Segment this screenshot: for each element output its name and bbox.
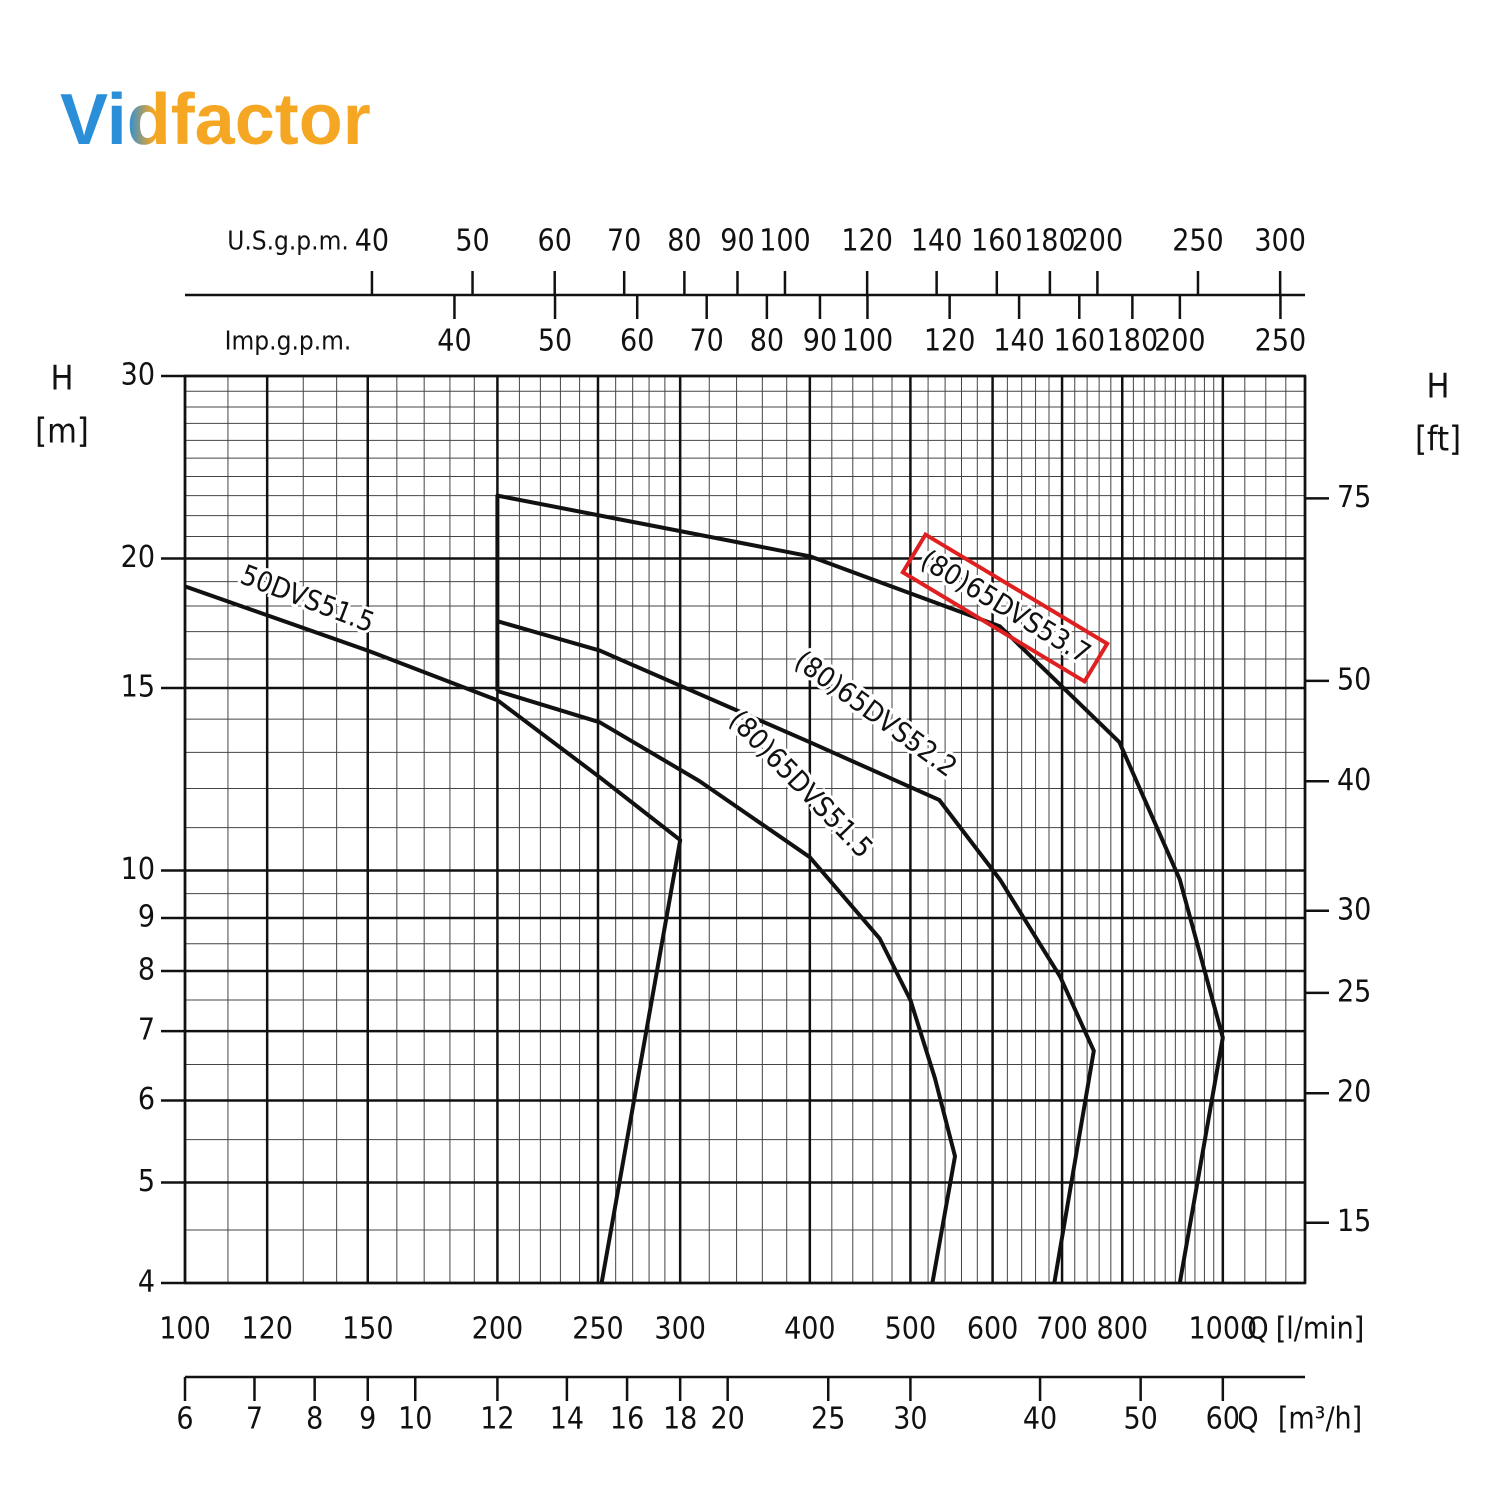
top-axis-tick-label: 60 — [538, 224, 572, 259]
bottom-axis-tick-label: 50 — [1123, 1402, 1157, 1437]
x-tick-label: 200 — [472, 1312, 524, 1347]
bottom-axis-tick-label: 12 — [480, 1402, 514, 1437]
curve — [495, 493, 1225, 1284]
top-axis-tick-label: 120 — [924, 324, 976, 359]
y-axis-label: H — [50, 359, 73, 399]
y-tick-label: 10 — [121, 852, 155, 887]
x-tick-label: 600 — [967, 1312, 1019, 1347]
bottom-axis-label: Q — [1237, 1402, 1258, 1437]
y2-tick-label: 50 — [1337, 662, 1371, 697]
bottom-axis-tick-label: 9 — [359, 1402, 376, 1437]
top-axis-tick-label: 100 — [759, 224, 811, 259]
bottom-axis-tick-label: 30 — [893, 1402, 927, 1437]
top-axis-tick-label: 250 — [1172, 224, 1224, 259]
y-tick-label: 5 — [138, 1164, 155, 1199]
top-axis-tick-label: 40 — [437, 324, 471, 359]
bottom-axis-tick-label: 18 — [663, 1402, 697, 1437]
y-tick-label: 30 — [121, 358, 155, 393]
x-tick-label: 500 — [885, 1312, 937, 1347]
y2-axis-unit: [ft] — [1415, 420, 1461, 460]
top-axis-label: U.S.g.p.m. — [227, 227, 349, 257]
curve-label: (80)65DVS52.2 — [789, 644, 964, 784]
x-tick-label: 300 — [654, 1312, 706, 1347]
x-axis-unit: [l/min] — [1276, 1312, 1365, 1347]
top-axis-tick-label: 160 — [1054, 324, 1106, 359]
highlight-box — [900, 531, 1110, 685]
y2-tick-label: 40 — [1337, 763, 1371, 798]
x-tick-label: 1000 — [1188, 1312, 1257, 1347]
top-axis-tick-label: 80 — [667, 224, 701, 259]
x-tick-label: 120 — [241, 1312, 293, 1347]
y-tick-label: 9 — [138, 899, 155, 934]
curve-label: (80)65DVS51.5 — [723, 703, 880, 864]
top-axis-tick-label: 90 — [803, 324, 837, 359]
y-tick-label: 6 — [138, 1082, 155, 1117]
y-axis-unit: [m] — [35, 412, 89, 452]
top-axis-tick-label: 100 — [842, 324, 894, 359]
y-tick-label: 7 — [138, 1013, 155, 1048]
curve — [496, 689, 957, 1284]
curve — [184, 584, 683, 1284]
bottom-axis-tick-label: 7 — [246, 1402, 263, 1437]
top-axis-tick-label: 120 — [841, 224, 893, 259]
top-axis-tick-label: 50 — [455, 224, 489, 259]
bottom-axis-unit: [m³/h] — [1278, 1402, 1362, 1437]
y-tick-label: 4 — [138, 1265, 155, 1300]
top-axis-tick-label: 160 — [971, 224, 1023, 259]
bottom-axis-tick-label: 10 — [398, 1402, 432, 1437]
top-axis-label: Imp.g.p.m. — [225, 327, 352, 357]
y2-axis-label: H — [1426, 367, 1449, 407]
x-tick-label: 100 — [159, 1312, 211, 1347]
x-tick-label: 250 — [572, 1312, 624, 1347]
top-axis-tick-label: 180 — [1107, 324, 1159, 359]
x-tick-label: 400 — [784, 1312, 836, 1347]
y2-tick-label: 25 — [1337, 974, 1371, 1009]
x-axis-label: Q — [1247, 1312, 1268, 1347]
top-axis-tick-label: 200 — [1072, 224, 1124, 259]
top-axis-tick-label: 300 — [1254, 224, 1306, 259]
top-axis-tick-label: 140 — [993, 324, 1045, 359]
y-tick-label: 15 — [121, 670, 155, 705]
plot-frame — [183, 374, 1307, 1285]
top-axis-tick-label: 70 — [690, 324, 724, 359]
y2-tick-label: 75 — [1337, 480, 1371, 515]
top-axis-tick-label: 70 — [607, 224, 641, 259]
bottom-axis-tick-label: 16 — [610, 1402, 644, 1437]
bottom-axis-tick-label: 25 — [811, 1402, 845, 1437]
bottom-axis-tick-label: 6 — [176, 1402, 193, 1437]
logo: Vidfactor — [60, 80, 371, 160]
y-tick-label: 20 — [121, 540, 155, 575]
y2-tick-label: 30 — [1337, 892, 1371, 927]
top-axis-tick-label: 200 — [1154, 324, 1206, 359]
bottom-axis-tick-label: 8 — [306, 1402, 323, 1437]
top-axis-tick-label: 50 — [538, 324, 572, 359]
top-axis-tick-label: 90 — [720, 224, 754, 259]
y-tick-label: 8 — [138, 952, 155, 987]
bottom-axis-tick-label: 60 — [1206, 1402, 1240, 1437]
x-tick-label: 700 — [1036, 1312, 1088, 1347]
top-axis-tick-label: 80 — [750, 324, 784, 359]
bottom-axis-tick-label: 40 — [1023, 1402, 1057, 1437]
top-axis-tick-label: 180 — [1024, 224, 1076, 259]
top-axis-tick-label: 140 — [911, 224, 963, 259]
x-tick-label: 150 — [342, 1312, 394, 1347]
y2-tick-label: 20 — [1337, 1075, 1371, 1110]
bottom-axis-tick-label: 14 — [550, 1402, 584, 1437]
curve-label: 50DVS51.5 — [236, 558, 379, 639]
top-axis-tick-label: 60 — [620, 324, 654, 359]
bottom-axis-tick-label: 20 — [710, 1402, 744, 1437]
top-axis-tick-label: 250 — [1255, 324, 1307, 359]
x-tick-label: 800 — [1096, 1312, 1148, 1347]
curve — [496, 619, 1096, 1284]
y2-tick-label: 15 — [1337, 1204, 1371, 1239]
top-axis-tick-label: 40 — [355, 224, 389, 259]
